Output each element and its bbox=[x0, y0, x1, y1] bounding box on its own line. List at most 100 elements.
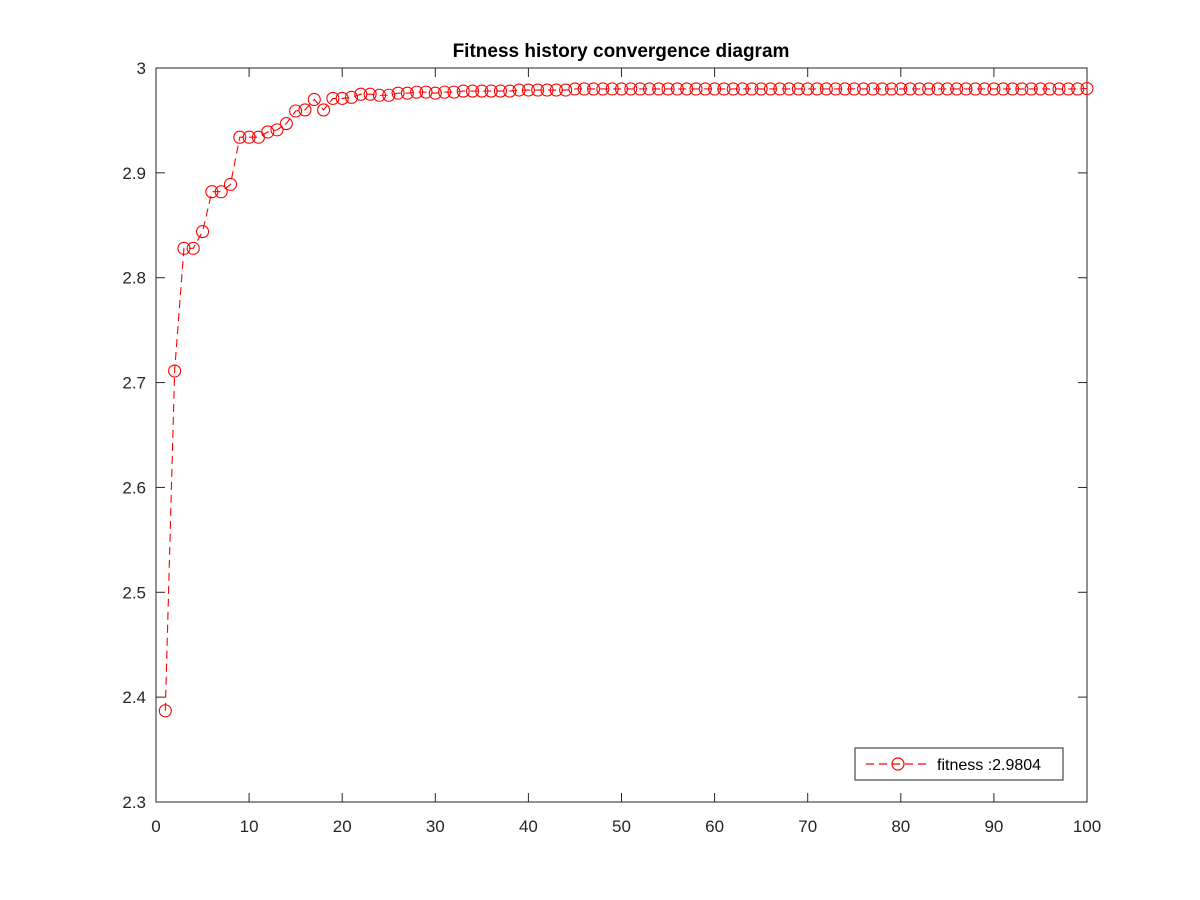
data-point-marker bbox=[661, 82, 675, 96]
data-point-marker bbox=[912, 82, 926, 96]
data-point-marker bbox=[196, 225, 210, 239]
data-point-marker bbox=[307, 92, 321, 107]
data-point-marker bbox=[642, 82, 656, 96]
series-layer bbox=[158, 82, 1094, 718]
data-point-marker bbox=[689, 82, 703, 96]
data-point-marker bbox=[326, 91, 340, 105]
data-point-marker bbox=[857, 82, 871, 96]
x-tick-label: 20 bbox=[333, 817, 352, 836]
data-point-marker bbox=[400, 86, 414, 100]
data-point-marker bbox=[242, 130, 256, 144]
data-point-marker bbox=[959, 82, 973, 96]
data-point-marker bbox=[428, 86, 442, 100]
data-point-marker bbox=[624, 82, 638, 96]
data-point-marker bbox=[782, 82, 796, 96]
x-tick-label: 40 bbox=[519, 817, 538, 836]
data-point-marker bbox=[801, 82, 815, 96]
data-point-marker bbox=[559, 83, 573, 97]
data-point-marker bbox=[1043, 82, 1057, 96]
data-point-marker bbox=[810, 82, 824, 96]
x-tick-label: 10 bbox=[240, 817, 259, 836]
y-tick-label: 2.8 bbox=[122, 269, 146, 288]
data-point-marker bbox=[922, 82, 936, 96]
x-tick-label: 80 bbox=[891, 817, 910, 836]
data-point-marker bbox=[270, 123, 284, 137]
data-point-marker bbox=[605, 82, 619, 96]
data-point-marker bbox=[465, 84, 480, 98]
data-point-marker bbox=[726, 82, 740, 96]
y-tick-label: 2.6 bbox=[122, 478, 146, 497]
data-point-marker bbox=[838, 82, 852, 96]
data-point-marker bbox=[670, 82, 684, 96]
data-point-marker bbox=[233, 130, 247, 144]
data-point-marker bbox=[708, 82, 722, 96]
data-point-marker bbox=[521, 83, 535, 97]
y-tick-label: 2.5 bbox=[122, 583, 146, 602]
data-point-marker bbox=[698, 82, 712, 96]
y-tick-label: 2.4 bbox=[122, 688, 146, 707]
data-point-marker bbox=[978, 82, 992, 96]
legend-marker bbox=[891, 757, 905, 771]
x-tick-label: 70 bbox=[798, 817, 817, 836]
data-point-marker bbox=[894, 82, 908, 96]
x-tick-label: 50 bbox=[612, 817, 631, 836]
data-point-marker bbox=[261, 125, 275, 139]
legend-box bbox=[854, 747, 1064, 781]
data-point-marker bbox=[950, 82, 964, 96]
plot-area bbox=[155, 67, 1088, 803]
data-point-marker bbox=[829, 82, 843, 96]
x-tick-label: 60 bbox=[705, 817, 724, 836]
y-tick-label: 3 bbox=[137, 59, 146, 78]
data-point-marker bbox=[633, 82, 647, 96]
data-point-marker bbox=[158, 704, 172, 718]
y-tick-label: 2.7 bbox=[122, 374, 146, 393]
data-point-marker bbox=[940, 82, 954, 96]
data-point-marker bbox=[1071, 82, 1085, 96]
data-point-marker bbox=[503, 84, 517, 98]
data-point-marker bbox=[847, 82, 861, 96]
data-point-marker bbox=[289, 104, 303, 118]
data-point-marker bbox=[279, 117, 293, 131]
data-point-marker bbox=[177, 241, 191, 255]
data-point-marker bbox=[214, 185, 228, 199]
data-point-marker bbox=[475, 84, 489, 98]
x-tick-label: 90 bbox=[984, 817, 1003, 836]
data-point-marker bbox=[540, 83, 554, 97]
data-point-marker bbox=[382, 88, 396, 102]
legend-label: fitness :2.9804 bbox=[937, 757, 1041, 774]
data-point-marker bbox=[903, 82, 917, 96]
data-point-marker bbox=[996, 82, 1010, 96]
data-point-marker bbox=[968, 82, 982, 96]
data-point-marker bbox=[484, 84, 498, 98]
data-point-marker bbox=[866, 82, 880, 96]
data-point-marker bbox=[335, 91, 349, 105]
x-tick-label: 100 bbox=[1073, 817, 1101, 836]
data-point-marker bbox=[354, 87, 368, 101]
data-point-marker bbox=[205, 185, 219, 199]
data-point-marker bbox=[1080, 82, 1094, 96]
data-point-marker bbox=[438, 85, 452, 99]
data-point-marker bbox=[186, 241, 200, 255]
data-point-marker bbox=[410, 85, 424, 99]
data-point-marker bbox=[773, 82, 787, 96]
data-point-marker bbox=[745, 82, 759, 96]
data-point-marker bbox=[987, 82, 1001, 96]
data-point-marker bbox=[735, 82, 750, 96]
data-point-marker bbox=[419, 85, 433, 99]
data-point-marker bbox=[568, 82, 582, 96]
data-point-marker bbox=[1052, 82, 1066, 96]
data-point-marker bbox=[596, 82, 610, 96]
data-point-marker bbox=[652, 82, 666, 96]
data-point-marker bbox=[791, 82, 805, 96]
data-point-marker bbox=[391, 86, 405, 100]
data-point-marker bbox=[512, 83, 526, 97]
data-point-marker bbox=[680, 82, 694, 96]
data-point-marker bbox=[614, 82, 629, 96]
data-point-marker bbox=[223, 177, 238, 191]
data-point-marker bbox=[363, 87, 377, 101]
data-point-marker bbox=[931, 82, 945, 96]
x-tick-label: 30 bbox=[426, 817, 445, 836]
x-tick-label: 0 bbox=[151, 817, 160, 836]
axis-ticks: 0 10 20 30 40 50 60 70 80 90 100 2.3 2.4 2.5 2.6 2.7 2.8… bbox=[122, 59, 1101, 836]
